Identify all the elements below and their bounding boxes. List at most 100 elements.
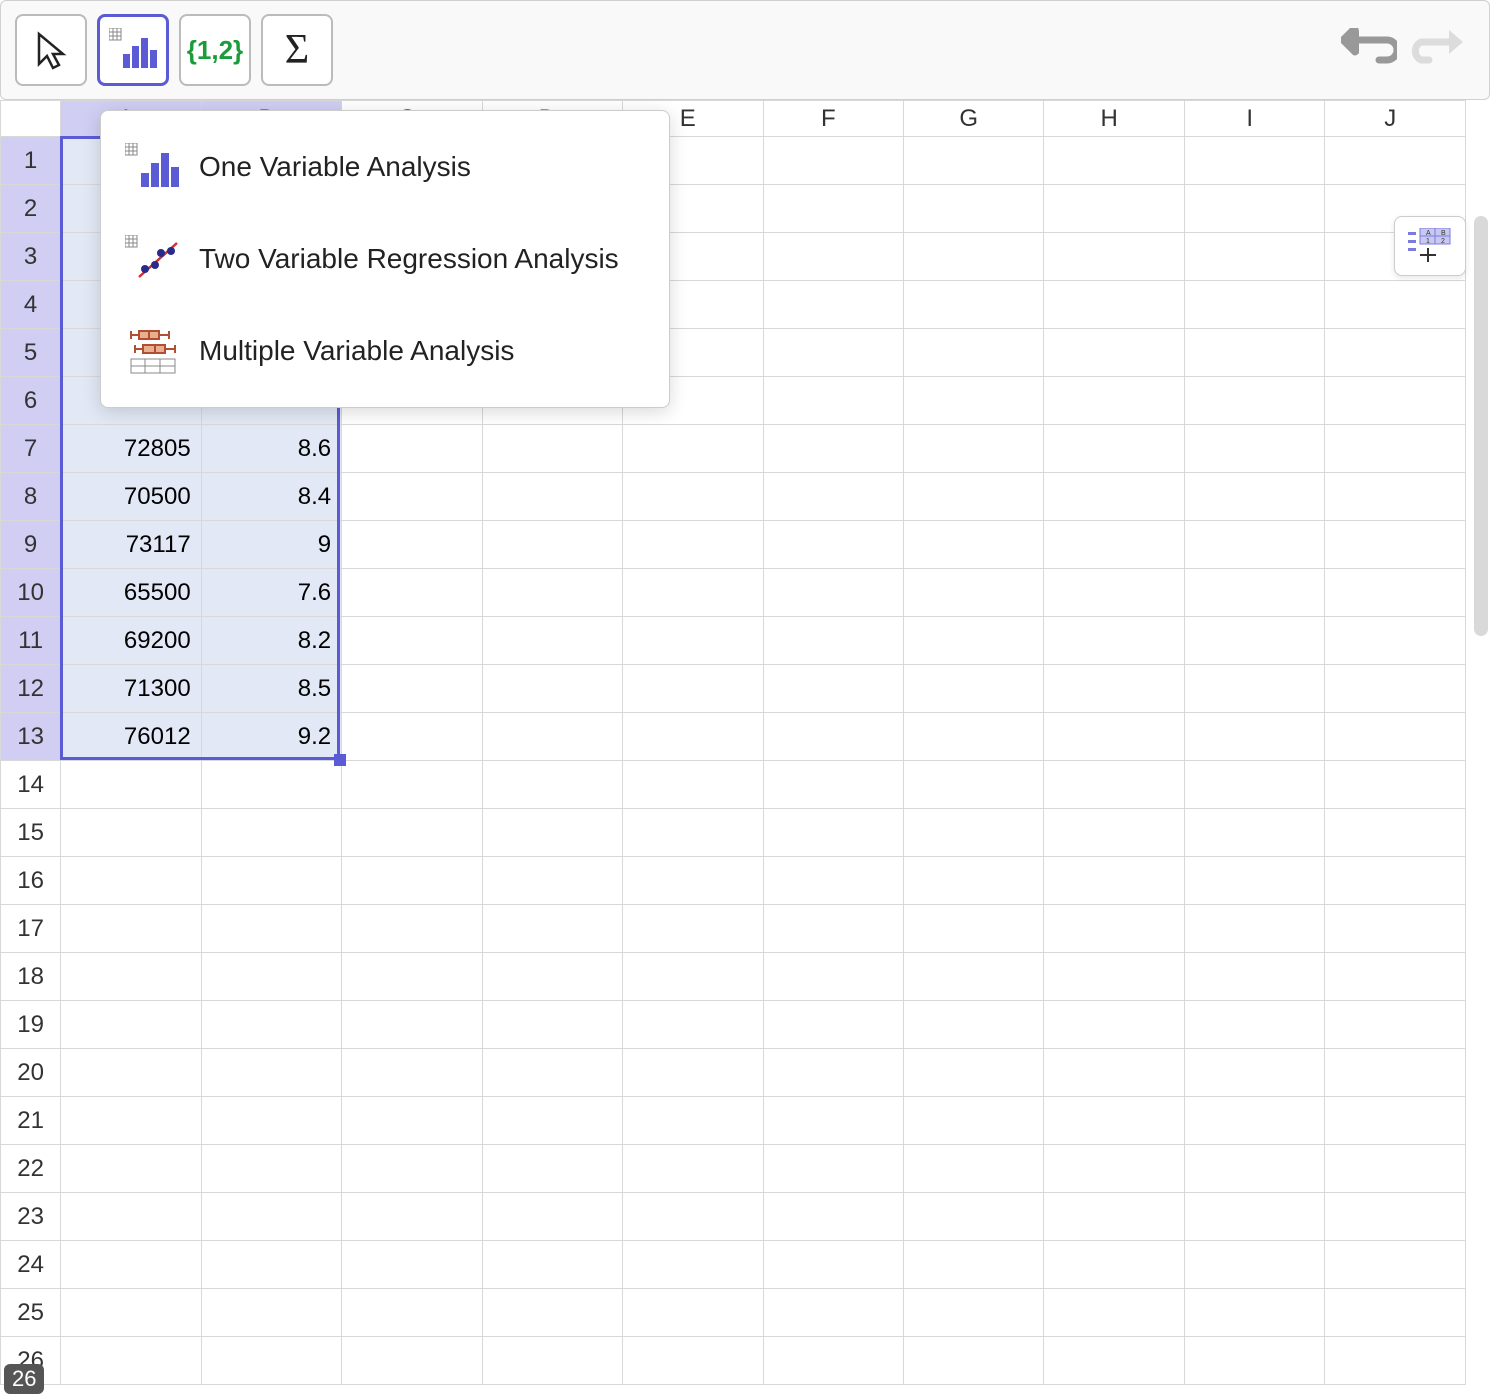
cell[interactable] <box>1044 665 1184 713</box>
cell[interactable] <box>1044 617 1184 665</box>
row-header[interactable]: 6 <box>1 377 61 425</box>
cell[interactable] <box>904 617 1044 665</box>
cell[interactable] <box>904 425 1044 473</box>
cell[interactable] <box>1184 713 1324 761</box>
cell[interactable] <box>1184 233 1324 281</box>
cell[interactable] <box>342 713 482 761</box>
cell[interactable]: 72805 <box>61 425 201 473</box>
spreadsheet-options-button[interactable]: AB 12 <box>1394 216 1466 276</box>
cell[interactable] <box>904 521 1044 569</box>
cell[interactable] <box>61 761 201 809</box>
cell[interactable] <box>1184 1097 1324 1145</box>
cell[interactable] <box>1184 905 1324 953</box>
cell[interactable] <box>1184 185 1324 233</box>
row-header[interactable]: 2 <box>1 185 61 233</box>
cell[interactable] <box>1184 857 1324 905</box>
cell[interactable] <box>904 281 1044 329</box>
cell[interactable] <box>342 1289 482 1337</box>
cell[interactable] <box>201 953 341 1001</box>
cell[interactable] <box>763 473 903 521</box>
cell[interactable] <box>1325 137 1466 185</box>
cell[interactable] <box>904 761 1044 809</box>
cell[interactable] <box>623 905 763 953</box>
cell[interactable] <box>1184 1049 1324 1097</box>
cell[interactable] <box>201 905 341 953</box>
column-header[interactable]: J <box>1325 101 1466 137</box>
cell[interactable] <box>342 1145 482 1193</box>
cell[interactable] <box>1325 713 1466 761</box>
cell[interactable] <box>482 761 622 809</box>
cell[interactable] <box>1184 473 1324 521</box>
cell[interactable] <box>904 713 1044 761</box>
cell[interactable] <box>763 1097 903 1145</box>
cell[interactable] <box>1044 1049 1184 1097</box>
cell[interactable] <box>623 569 763 617</box>
cell[interactable] <box>482 1337 622 1385</box>
corner-cell[interactable] <box>1 101 61 137</box>
cell[interactable] <box>342 617 482 665</box>
cell[interactable]: 76012 <box>61 713 201 761</box>
cell[interactable]: 8.4 <box>201 473 341 521</box>
cell[interactable] <box>763 137 903 185</box>
cell[interactable] <box>342 1049 482 1097</box>
cell[interactable] <box>482 1145 622 1193</box>
cell[interactable] <box>904 905 1044 953</box>
cell[interactable] <box>61 1289 201 1337</box>
cell[interactable] <box>623 521 763 569</box>
cell[interactable] <box>904 665 1044 713</box>
cell[interactable] <box>623 1241 763 1289</box>
cell[interactable] <box>61 1193 201 1241</box>
cell[interactable] <box>201 1145 341 1193</box>
cell[interactable] <box>482 905 622 953</box>
cell[interactable] <box>763 1049 903 1097</box>
cell[interactable] <box>482 425 622 473</box>
row-header[interactable]: 10 <box>1 569 61 617</box>
cell[interactable] <box>61 1001 201 1049</box>
row-header[interactable]: 25 <box>1 1289 61 1337</box>
cell[interactable] <box>623 713 763 761</box>
row-header[interactable]: 20 <box>1 1049 61 1097</box>
cell[interactable] <box>763 905 903 953</box>
row-header[interactable]: 11 <box>1 617 61 665</box>
cell[interactable] <box>623 1097 763 1145</box>
cell[interactable] <box>61 1049 201 1097</box>
cell[interactable] <box>342 1337 482 1385</box>
cell[interactable] <box>1184 1289 1324 1337</box>
cell[interactable] <box>1184 617 1324 665</box>
move-tool-button[interactable] <box>15 14 87 86</box>
cell[interactable] <box>623 617 763 665</box>
redo-button[interactable] <box>1409 20 1469 80</box>
cell[interactable] <box>1325 1241 1466 1289</box>
cell[interactable] <box>61 905 201 953</box>
cell[interactable]: 65500 <box>61 569 201 617</box>
cell[interactable] <box>1044 473 1184 521</box>
column-header[interactable]: H <box>1044 101 1184 137</box>
cell[interactable] <box>904 809 1044 857</box>
undo-button[interactable] <box>1339 20 1399 80</box>
cell[interactable] <box>904 1145 1044 1193</box>
cell[interactable] <box>61 953 201 1001</box>
cell[interactable] <box>1044 953 1184 1001</box>
row-header[interactable]: 14 <box>1 761 61 809</box>
cell[interactable] <box>482 521 622 569</box>
cell[interactable] <box>763 809 903 857</box>
column-header[interactable]: I <box>1184 101 1324 137</box>
cell[interactable] <box>763 281 903 329</box>
cell[interactable] <box>61 857 201 905</box>
dropdown-two-variable[interactable]: Two Variable Regression Analysis <box>101 213 669 305</box>
cell[interactable] <box>342 1193 482 1241</box>
cell[interactable] <box>1325 617 1466 665</box>
analysis-tool-button[interactable] <box>97 14 169 86</box>
cell[interactable] <box>1044 905 1184 953</box>
cell[interactable] <box>623 1289 763 1337</box>
cell[interactable] <box>904 377 1044 425</box>
cell[interactable] <box>1325 857 1466 905</box>
cell[interactable] <box>1325 281 1466 329</box>
cell[interactable] <box>1184 569 1324 617</box>
cell[interactable] <box>61 1145 201 1193</box>
cell[interactable] <box>1325 425 1466 473</box>
cell[interactable] <box>1044 857 1184 905</box>
cell[interactable] <box>1325 1337 1466 1385</box>
cell[interactable] <box>342 665 482 713</box>
cell[interactable] <box>763 329 903 377</box>
